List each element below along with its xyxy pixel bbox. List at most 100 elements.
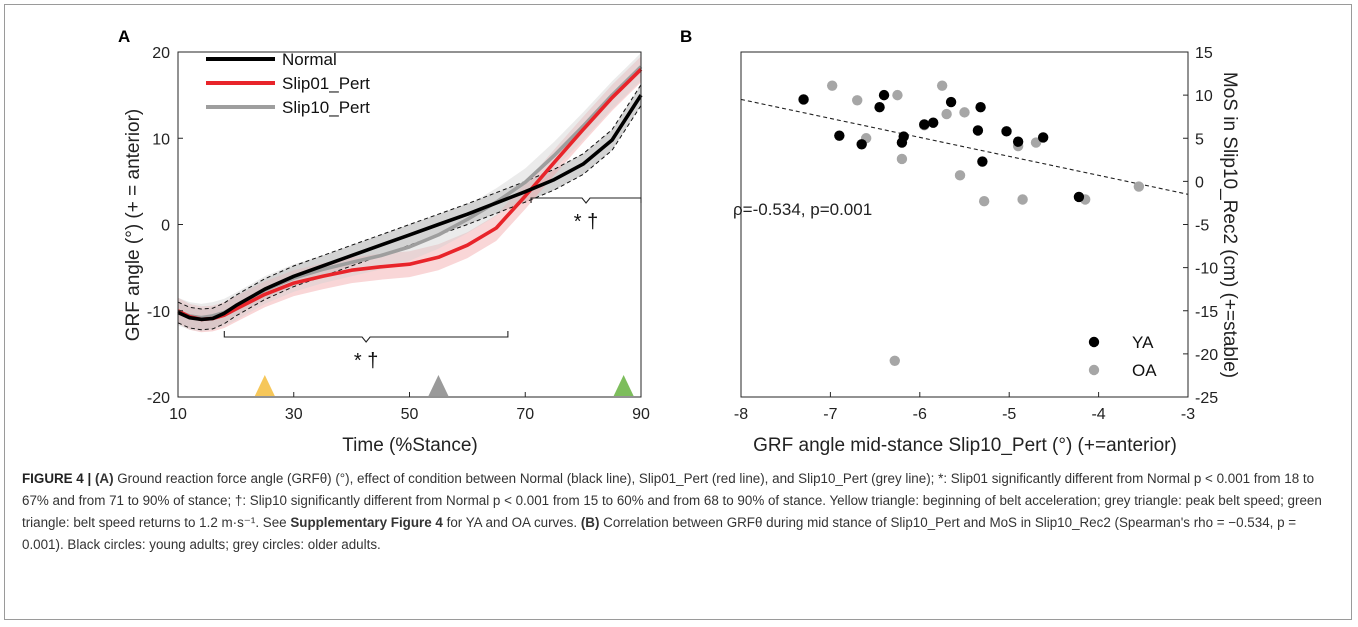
- y-tick-label: -20: [1195, 347, 1218, 364]
- panel-b-plot-frame: [740, 51, 1189, 398]
- significance-label: * †: [354, 350, 378, 372]
- y-tick-label: -20: [147, 390, 170, 407]
- band-normal: [178, 84, 641, 330]
- point-oa: [1030, 137, 1042, 148]
- panel-b-correlation-annotation: ρ=-0.534, p=0.001: [733, 200, 872, 219]
- panel-b-ticks: -8 -7 -6 -5 -4 -3-25 -20 -15 -10 -5 0 5 10 15: [734, 45, 1218, 423]
- x-tick-label: 90: [632, 406, 650, 423]
- caption-supp-text: for YA and OA curves.: [442, 515, 581, 530]
- y-tick-label: 15: [1195, 45, 1213, 62]
- x-tick-label: -7: [823, 406, 837, 423]
- point-oa: [889, 355, 900, 366]
- point-oa: [978, 196, 990, 207]
- panel-b-legend: YA OA: [1088, 333, 1157, 380]
- x-tick-label: -5: [1002, 406, 1016, 423]
- panel-b-x-axis-label: GRF angle mid-stance Slip10_Pert (°) (+=…: [753, 435, 1177, 456]
- line-slip10_pert: [177, 65, 643, 320]
- y-tick-label: 0: [1195, 174, 1204, 191]
- point-ya: [919, 119, 930, 130]
- point-ya: [834, 130, 845, 141]
- legend-marker: [1088, 364, 1100, 376]
- point-oa: [936, 80, 948, 91]
- panel-a-y-axis-label: GRF angle (°) (+ = anterior): [123, 109, 144, 342]
- point-ya: [1037, 132, 1049, 143]
- y-tick-label: -10: [1195, 261, 1218, 278]
- point-oa: [892, 89, 903, 101]
- point-ya: [898, 131, 909, 142]
- panel-b-trendline: [740, 98, 1189, 195]
- point-ya: [977, 156, 988, 167]
- x-tick-label: -4: [1091, 406, 1105, 423]
- significance-bracket: [223, 331, 509, 343]
- caption-a-label: (A): [94, 471, 114, 486]
- y-tick-label: -10: [147, 304, 170, 321]
- y-tick-label: 10: [1195, 88, 1213, 105]
- point-oa: [826, 80, 838, 91]
- significance-label: * †: [574, 211, 598, 233]
- point-ya: [1001, 126, 1012, 137]
- caption-a-text: Ground reaction force angle (GRFθ) (°), …: [22, 471, 1322, 530]
- line-normal: [177, 94, 643, 322]
- belt-event-triangle: [254, 375, 275, 396]
- legend-marker: [1088, 336, 1100, 348]
- point-oa: [852, 95, 863, 106]
- point-oa: [896, 153, 908, 165]
- belt-event-triangle: [428, 375, 449, 396]
- y-tick-label: 5: [1195, 131, 1204, 148]
- panel-b: B -8 -7 -6 -5 -4 -3-25 -20 -15 -10 -5 0 5 10 15 ρ=-0.…: [680, 27, 1240, 456]
- point-oa: [954, 170, 966, 181]
- point-ya: [856, 139, 867, 150]
- panel-a-series-lines: [177, 65, 643, 322]
- panel-a: A 10 30 50 70 90 -20 -10 0 10 20 * † * † Time (%St…: [118, 27, 650, 456]
- caption-b-text: Correlation between GRFθ during mid stan…: [22, 515, 1297, 552]
- point-ya: [1012, 136, 1024, 147]
- point-oa: [941, 108, 952, 120]
- caption-supplementary-link[interactable]: Supplementary Figure 4: [290, 515, 443, 530]
- band-slip10_pert: [178, 52, 641, 332]
- y-tick-label: -5: [1195, 218, 1209, 235]
- point-ya: [975, 102, 986, 113]
- band-slip01_pert: [178, 56, 641, 333]
- point-oa: [1133, 181, 1145, 192]
- panel-a-significance-brackets: * † * †: [223, 197, 642, 372]
- panel-b-scatter-points: [798, 80, 1145, 366]
- panel-b-label: B: [680, 27, 692, 46]
- x-tick-label: 30: [285, 406, 303, 423]
- y-tick-label: 10: [152, 131, 170, 148]
- point-ya: [798, 94, 809, 105]
- x-tick-label: 50: [401, 406, 419, 423]
- legend-label: Slip01_Pert: [282, 74, 370, 93]
- belt-event-triangle: [613, 375, 634, 396]
- legend-label: YA: [1132, 333, 1154, 352]
- panel-a-x-axis-label: Time (%Stance): [342, 435, 478, 456]
- panel-a-confidence-bands: [178, 52, 641, 333]
- x-tick-label: -6: [913, 406, 927, 423]
- point-ya: [1073, 191, 1085, 203]
- point-ya: [878, 89, 890, 101]
- legend-label: Slip10_Pert: [282, 98, 370, 117]
- figure-caption: FIGURE 4 | (A) Ground reaction force ang…: [22, 468, 1322, 556]
- caption-figure-label: FIGURE 4 |: [22, 471, 95, 486]
- panel-a-legend: Normal Slip01_Pert Slip10_Pert: [206, 50, 370, 117]
- point-ya: [945, 96, 957, 108]
- y-tick-label: -25: [1195, 390, 1218, 407]
- y-tick-label: 0: [161, 218, 170, 235]
- caption-b-label: (B): [580, 515, 600, 530]
- normal-ci-upper: [177, 84, 642, 310]
- figure-frame: [4, 4, 1352, 620]
- x-tick-label: -8: [734, 406, 748, 423]
- significance-bracket: [530, 197, 642, 204]
- point-ya: [928, 117, 939, 128]
- x-tick-label: 70: [516, 406, 534, 423]
- trendline-dashed: [740, 98, 1189, 195]
- point-ya: [972, 125, 984, 136]
- point-oa: [1017, 194, 1028, 205]
- legend-label: OA: [1132, 361, 1157, 380]
- point-ya: [874, 102, 885, 113]
- x-tick-label: 10: [169, 406, 187, 423]
- panel-a-ticks: 10 30 50 70 90 -20 -10 0 10 20: [147, 45, 650, 423]
- y-tick-label: -15: [1195, 304, 1218, 321]
- panel-a-label: A: [118, 27, 130, 46]
- legend-label: Normal: [282, 50, 337, 69]
